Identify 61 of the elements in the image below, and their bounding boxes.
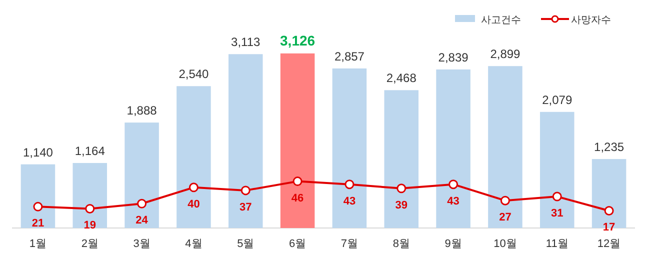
point [292,176,302,186]
x-tick-label: 8월 [392,238,410,250]
bar [20,164,56,228]
data-label: 2,857 [334,49,365,64]
point [188,182,198,192]
point [448,180,458,190]
data-label: 2,079 [542,92,572,107]
data-label: 2,468 [386,71,417,86]
data-label: 2,839 [438,50,469,64]
point [344,180,354,190]
data-label: 21 [32,218,44,230]
point [240,186,250,196]
x-tick-label: 12월 [597,238,621,250]
data-label: 43 [447,195,460,208]
data-label: 2,899 [490,47,521,62]
x-tick-label: 10월 [494,238,517,250]
data-label: 1,888 [126,104,158,118]
bar [332,68,367,228]
data-label: 19 [84,220,96,232]
bar [540,112,574,228]
point [552,192,562,202]
x-tick-label: 3월 [133,238,150,250]
bar [384,90,419,228]
x-tick-label: 9월 [444,238,462,250]
point [396,184,406,194]
legend-label: 사고건수 [481,15,521,26]
x-tick-label: 4월 [185,238,202,250]
point [137,198,147,208]
data-label: 3,113 [231,35,261,50]
data-label: 24 [136,214,149,227]
data-label: 39 [395,199,408,212]
bar [228,54,263,228]
bar [176,86,211,228]
bar [436,69,470,228]
data-label: 1,140 [22,145,54,160]
bar [124,122,159,228]
point [604,206,614,216]
bar [488,66,522,228]
data-label: 27 [499,212,512,224]
legend-label: 사망자수 [571,15,611,26]
point [85,204,95,214]
data-label: 2,540 [178,67,210,82]
data-label: 3,126 [280,32,316,48]
data-label: 17 [602,222,616,234]
data-label: 1,164 [74,144,106,158]
x-tick-label: 5월 [237,238,254,250]
point [500,196,510,206]
data-label: 1,235 [594,140,624,154]
x-tick-label: 6월 [288,238,306,250]
data-label: 46 [291,192,304,204]
data-label: 37 [240,201,252,214]
x-tick-label: 11월 [546,238,568,250]
x-tick-label: 7월 [340,238,358,250]
x-tick-label: 2월 [81,238,98,250]
bar [280,53,315,228]
x-tick-label: 1월 [29,238,47,250]
point [33,202,43,212]
data-label: 43 [343,195,356,208]
data-label: 31 [551,208,564,220]
data-label: 40 [188,198,200,210]
bar [72,162,108,228]
